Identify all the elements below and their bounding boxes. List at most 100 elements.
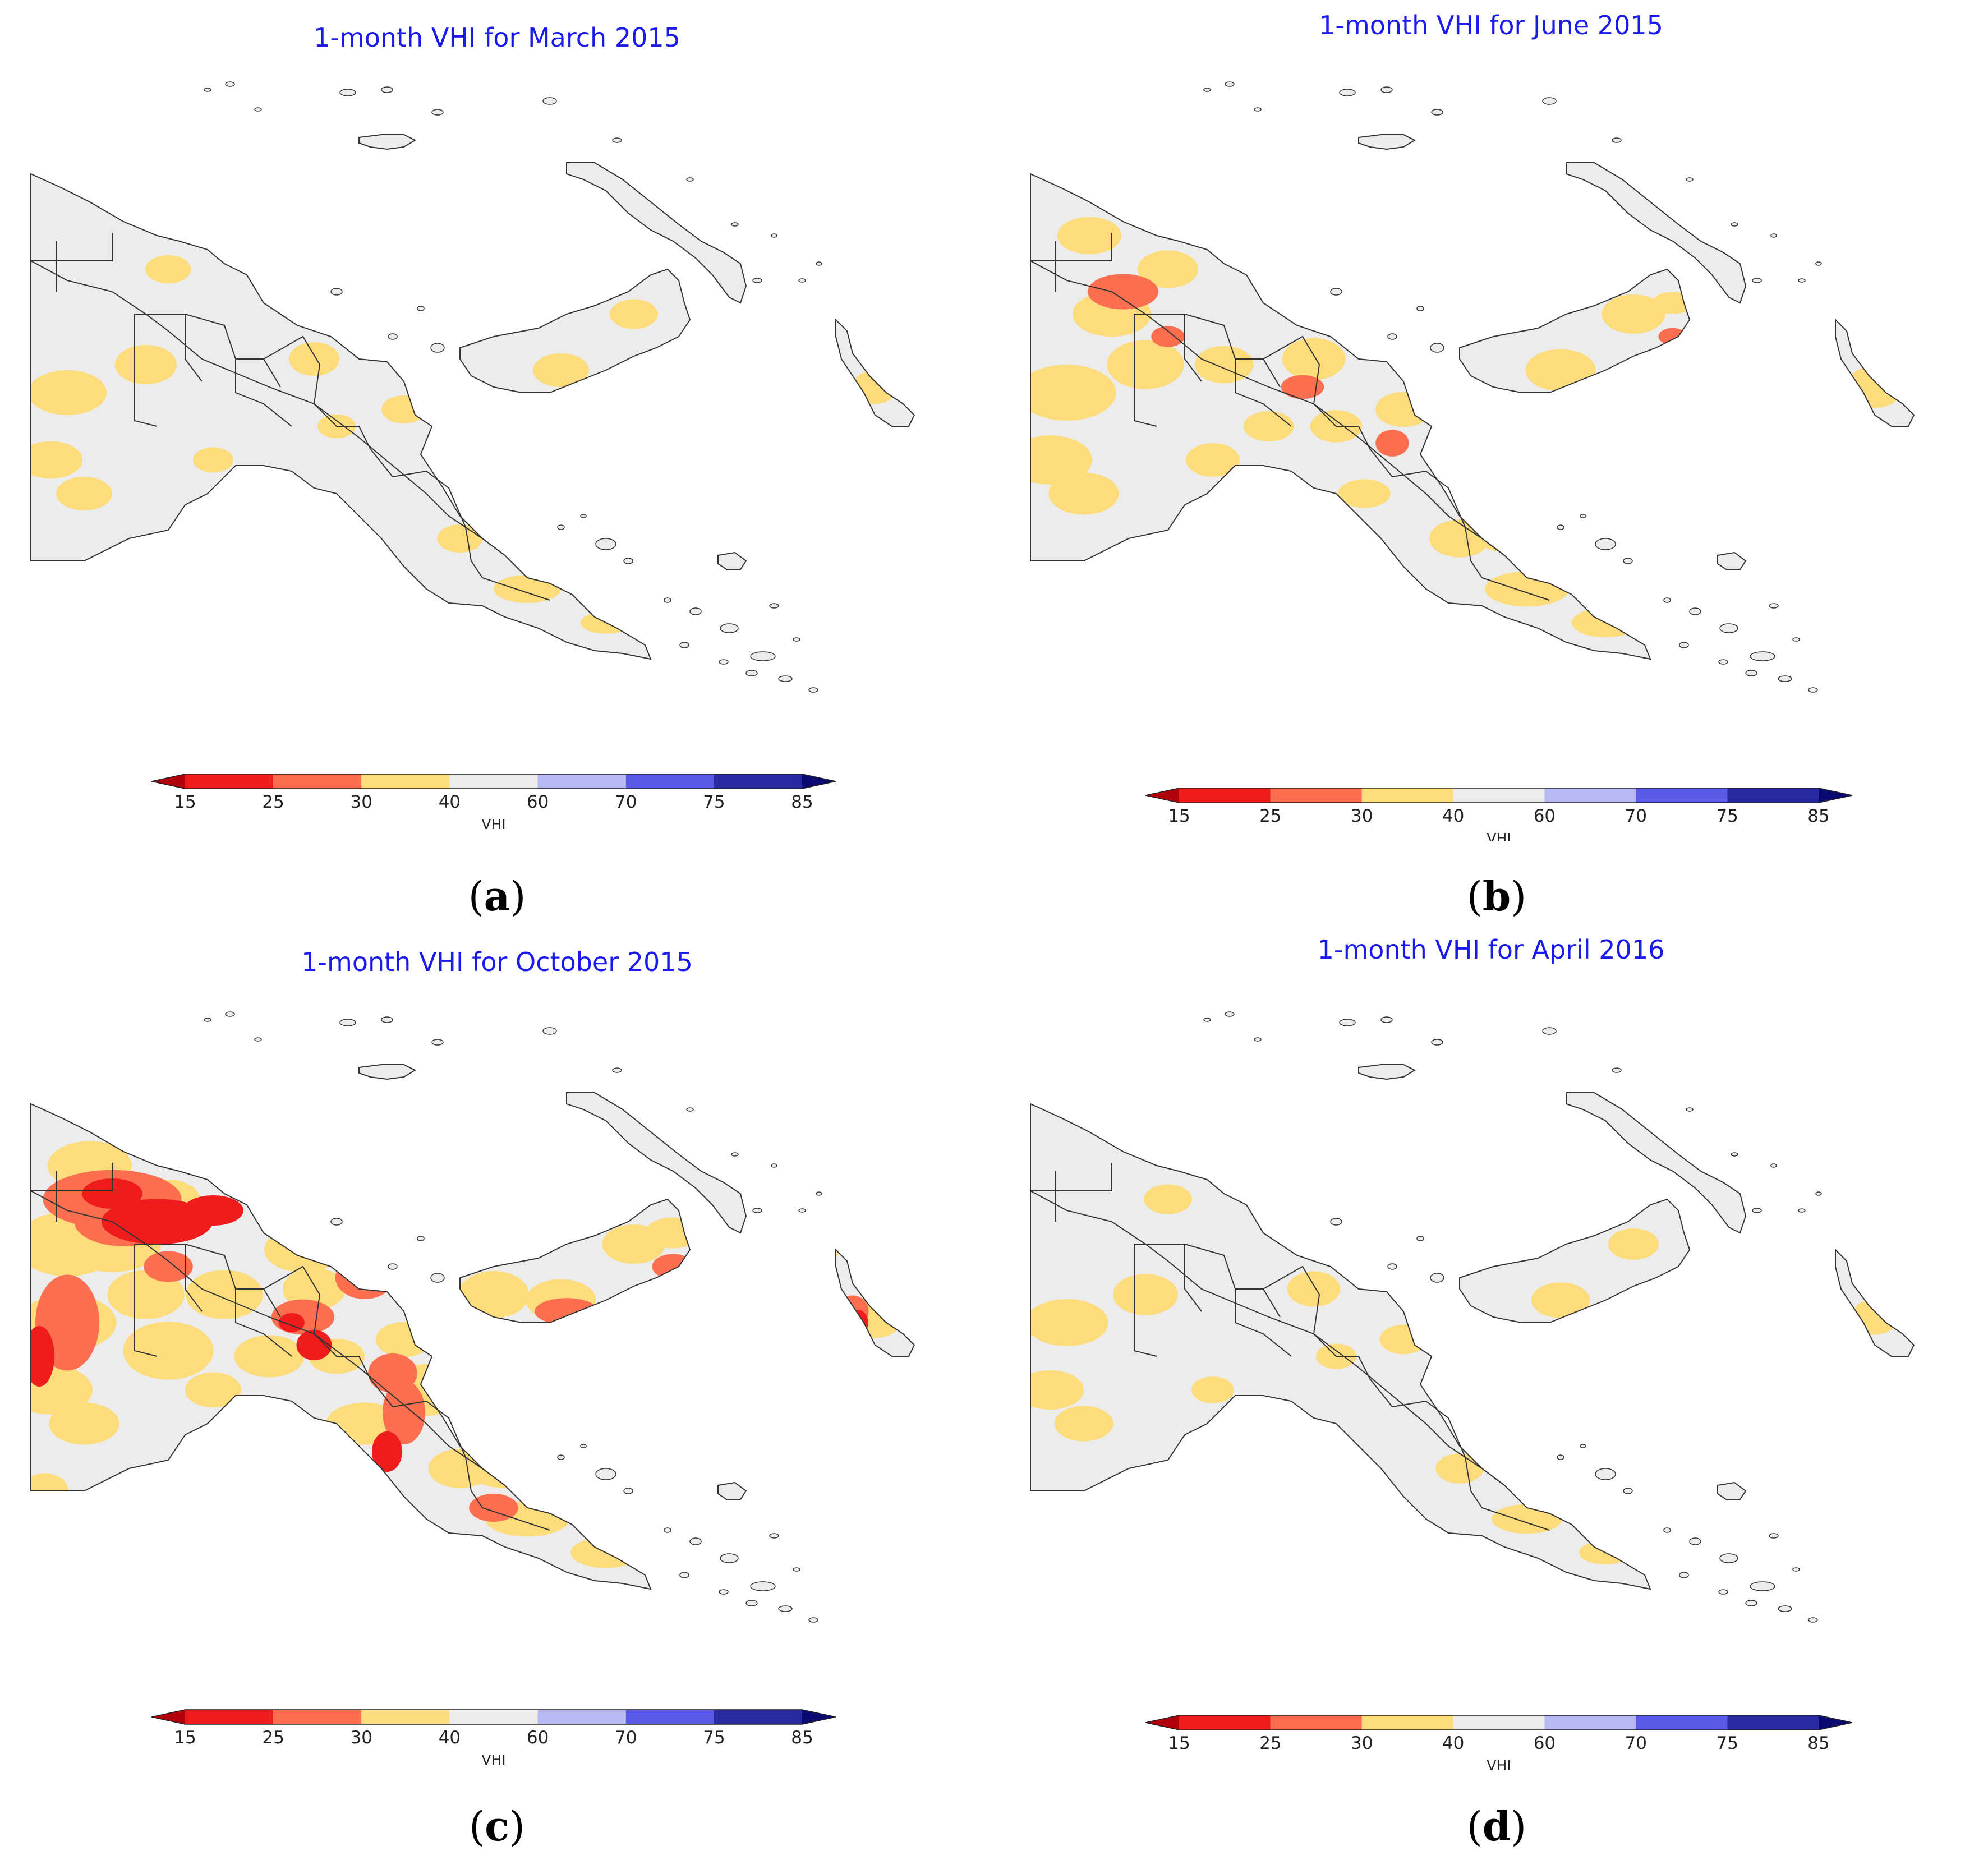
small-island: [798, 1208, 806, 1213]
small-island: [557, 524, 565, 530]
small-island: [798, 278, 806, 283]
vhi-anomaly-patch: [183, 1195, 243, 1226]
colorbar-segment: [1270, 1715, 1362, 1730]
vhi-anomaly-patch: [296, 1330, 332, 1360]
small-island: [417, 1236, 425, 1241]
colorbar-label: VHI: [1487, 830, 1511, 841]
vhi-anomaly-patch: [1281, 375, 1324, 399]
province-border: [1030, 233, 1112, 261]
colorbar-tick-label: 30: [351, 792, 372, 812]
province-border: [1263, 335, 1320, 404]
small-island: [1750, 1581, 1775, 1591]
colorbar-tick-label: 15: [1168, 1733, 1190, 1753]
small-island: [1339, 1019, 1356, 1026]
province-border: [1235, 359, 1292, 427]
small-island: [430, 1273, 445, 1283]
colorbar-tick-label: 85: [1807, 1733, 1829, 1753]
small-island: [719, 659, 729, 665]
province-border: [1392, 470, 1483, 578]
small-island: [1380, 86, 1393, 93]
vhi-anomaly-patch: [82, 1178, 142, 1209]
vhi-anomaly-patch: [31, 441, 82, 479]
colorbar-tick-label: 60: [527, 792, 549, 812]
colorbar-tick-label: 15: [1168, 806, 1190, 826]
coastline: [1566, 162, 1747, 304]
vhi-map: [30, 1011, 915, 1623]
vhi-anomaly-patch: [112, 1206, 168, 1237]
vhi-anomaly-patch: [1191, 1376, 1234, 1403]
small-island: [1778, 675, 1792, 682]
vhi-anomaly-patch: [1107, 340, 1184, 389]
colorbar-segment: [1361, 788, 1453, 803]
small-island: [1792, 637, 1800, 642]
colorbar-tick-label: 70: [615, 1728, 637, 1748]
vhi-anomaly-patch: [115, 345, 177, 384]
small-island: [1542, 97, 1557, 105]
small-island: [746, 1600, 758, 1606]
colorbar-tick-label: 85: [791, 1728, 813, 1748]
small-island: [1815, 261, 1822, 266]
colorbar-segment: [1179, 788, 1271, 803]
province-border: [263, 1265, 321, 1334]
small-island: [1339, 89, 1356, 96]
province-border: [1235, 1289, 1292, 1357]
small-island: [816, 1191, 822, 1196]
colorbar-label: VHI: [481, 1752, 505, 1768]
small-island: [1663, 1527, 1671, 1533]
small-island: [1731, 222, 1738, 227]
small-island: [254, 1037, 262, 1042]
small-island: [1542, 1027, 1557, 1035]
small-island: [1203, 88, 1211, 92]
small-island: [1731, 1152, 1738, 1157]
colorbar-frame: [151, 1709, 836, 1725]
land-area: [1718, 1483, 1746, 1499]
province-border: [1184, 1244, 1202, 1312]
vhi-anomaly-patch: [1088, 274, 1158, 310]
small-island: [752, 278, 762, 283]
province-border: [314, 1333, 393, 1407]
province-border: [235, 359, 292, 427]
small-island: [417, 306, 425, 311]
province-border: [30, 1190, 505, 1486]
land-area: [718, 553, 746, 569]
colorbar-tick-label: 75: [703, 1728, 725, 1748]
panel-title: 1-month VHI for October 2015: [301, 947, 693, 977]
small-island: [204, 88, 211, 92]
vhi-anomaly-patch: [31, 1365, 93, 1415]
vhi-anomaly-patch: [1375, 430, 1409, 457]
small-island: [612, 137, 622, 143]
colorbar-segment: [1179, 1715, 1271, 1730]
small-island: [1686, 1107, 1694, 1112]
colorbar-segment: [449, 1710, 538, 1724]
coastline: [459, 268, 691, 393]
coastline: [1835, 1248, 1915, 1357]
province-border: [1134, 314, 1157, 427]
small-island: [1689, 1537, 1701, 1545]
vhi-anomaly-patch: [1030, 1370, 1084, 1410]
vhi-anomaly-patch: [289, 342, 339, 376]
small-island: [720, 1553, 739, 1563]
panel-b: 1-month VHI for June 2015 15 25 30 40 60 70 75…: [994, 0, 1988, 930]
coastline: [459, 1198, 691, 1323]
coastline: [835, 318, 915, 427]
vhi-anomaly-patch: [1338, 479, 1391, 508]
province-border: [1481, 577, 1550, 601]
small-island: [1689, 607, 1701, 615]
province-border: [482, 577, 550, 601]
colorbar: 15 25 30 40 60 70 75 85 VHI: [151, 1709, 836, 1768]
small-island: [381, 86, 393, 93]
colorbar-frame: [1145, 1715, 1853, 1730]
land-area: [1835, 1250, 1914, 1356]
coastline: [30, 1103, 652, 1590]
small-island: [1769, 1533, 1779, 1539]
vhi-anomaly-patch: [1057, 217, 1121, 255]
colorbar-segment: [273, 1710, 362, 1724]
small-island: [664, 597, 671, 603]
small-island: [1580, 1444, 1586, 1448]
small-island: [771, 1163, 777, 1168]
colorbar-label: VHI: [481, 816, 505, 832]
small-island: [1612, 137, 1622, 143]
colorbar-segment: [449, 774, 538, 789]
small-island: [557, 1454, 565, 1460]
small-island: [430, 343, 445, 353]
